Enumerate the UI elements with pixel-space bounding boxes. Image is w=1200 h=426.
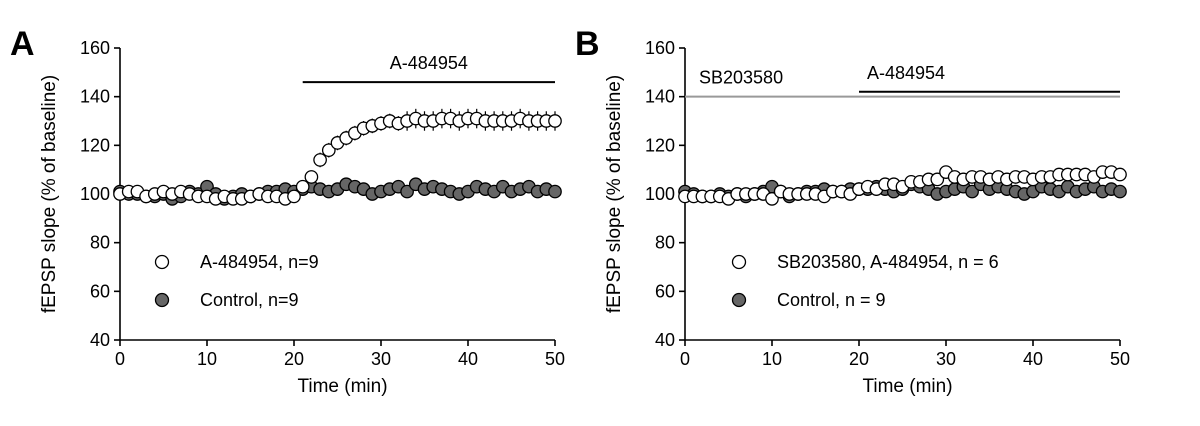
y-tick-label: 120 [80,135,110,155]
x-tick-label: 0 [680,349,690,369]
y-tick-label: 60 [655,281,675,301]
legend-label: A-484954, n=9 [200,252,319,272]
legend-marker [731,292,747,308]
y-tick-label: 160 [645,38,675,58]
data-point [313,153,327,167]
series-open [678,165,1127,206]
y-tick-label: 40 [90,330,110,350]
data-point [321,143,336,158]
y-tick-label: 80 [90,233,110,253]
series-open [113,108,562,206]
legend-label: SB203580, A-484954, n = 6 [777,252,999,272]
x-tick-label: 40 [1023,349,1043,369]
data-point [287,189,301,204]
treatment-bar-label: A-484954 [867,63,945,83]
data-point [930,172,945,187]
data-point [765,192,779,206]
data-point [548,184,562,199]
data-point [1113,184,1127,199]
x-tick-label: 50 [1110,349,1130,369]
x-tick-label: 50 [545,349,565,369]
x-tick-label: 20 [284,349,304,369]
x-tick-label: 0 [115,349,125,369]
y-tick-label: 120 [645,135,675,155]
legend-marker [731,254,747,270]
treatment-bar-label: A-484954 [390,53,468,73]
data-point [965,184,979,199]
data-point [295,179,310,194]
y-axis-title: fEPSP slope (% of baseline) [604,75,625,313]
x-tick-label: 10 [197,349,217,369]
y-axis-title: fEPSP slope (% of baseline) [39,75,60,313]
panel-b: B 40 60 80 100 120 140 160 0 10 20 30 40 50 Time (min)… [575,25,1130,397]
panel-letter: A [10,25,35,63]
legend-label: Control, n=9 [200,290,299,310]
y-tick-label: 140 [80,87,110,107]
y-tick-label: 100 [80,184,110,204]
data-point [1113,167,1127,182]
treatment-bar-label: SB203580 [699,68,783,88]
x-tick-label: 10 [762,349,782,369]
y-tick-label: 40 [655,330,675,350]
x-tick-label: 30 [371,349,391,369]
y-tick-label: 100 [645,184,675,204]
x-tick-label: 30 [936,349,956,369]
y-tick-label: 80 [655,233,675,253]
panel-a: A 40 60 80 100 120 140 160 0 10 20 30 40 50 Time (min)… [10,25,565,397]
x-axis-title: Time (min) [297,376,387,397]
y-tick-label: 60 [90,281,110,301]
x-tick-label: 20 [849,349,869,369]
y-tick-label: 160 [80,38,110,58]
x-tick-label: 40 [458,349,478,369]
legend-marker [154,292,170,308]
x-axis-title: Time (min) [862,376,952,397]
legend-marker [154,254,170,270]
data-point [304,170,319,184]
panel-letter: B [575,25,600,63]
data-point [548,114,562,128]
y-tick-label: 140 [645,87,675,107]
data-point [400,184,414,199]
legend-label: Control, n = 9 [777,290,886,310]
